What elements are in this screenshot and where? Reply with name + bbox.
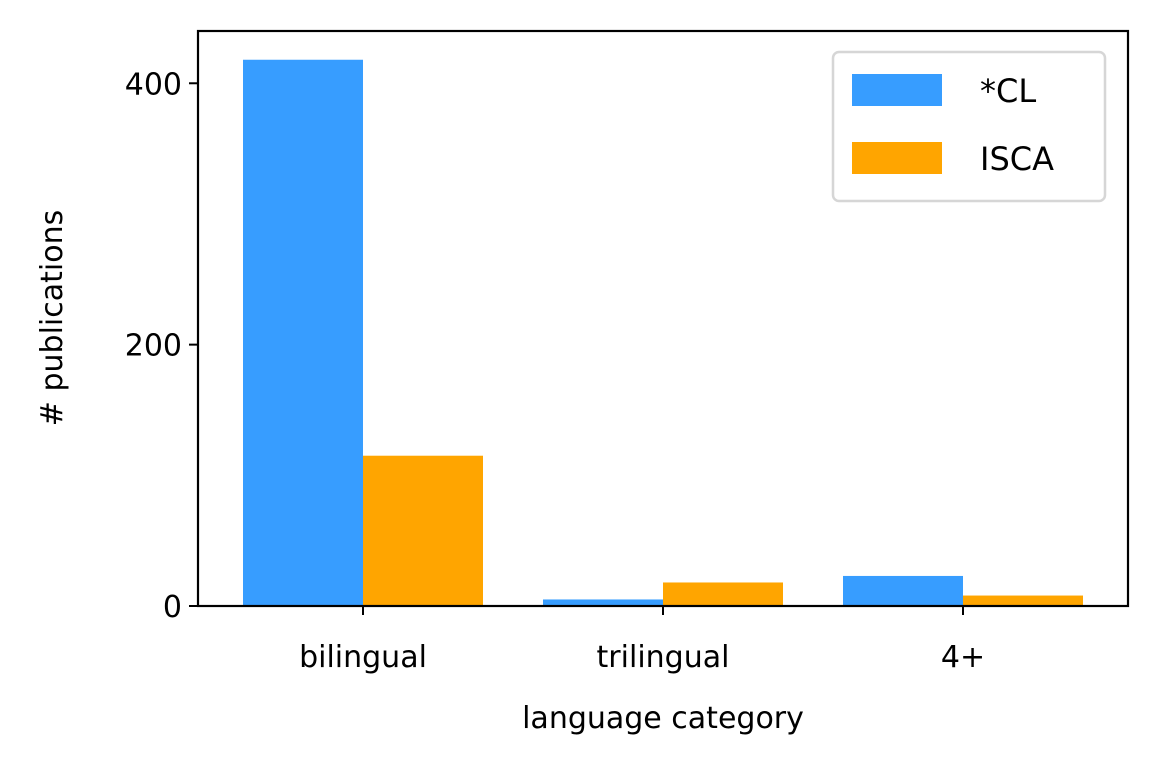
bar-cl-4 — [843, 575, 963, 606]
bar-cl-bilingual — [243, 59, 363, 606]
legend-label: ISCA — [980, 140, 1054, 178]
bar-cl-trilingual — [543, 599, 663, 606]
x-axis-ticks: bilingual trilingual 4+ — [299, 606, 985, 675]
legend-swatch — [852, 74, 942, 106]
x-tick-label: 4+ — [941, 640, 985, 675]
x-tick-label: bilingual — [299, 640, 427, 675]
plot-frame — [196, 29, 1130, 608]
legend-swatch — [852, 142, 942, 174]
bar-isca-bilingual — [363, 455, 483, 606]
bar-isca-trilingual — [663, 582, 783, 606]
x-axis-label: language category — [522, 701, 804, 736]
x-tick-label: trilingual — [597, 640, 730, 675]
bar-isca-4 — [963, 595, 1083, 606]
y-axis-ticks: 0 200 400 — [125, 67, 198, 625]
bars-group — [243, 59, 1083, 606]
y-tick-label: 200 — [125, 329, 182, 364]
y-axis-label: # publications — [35, 210, 70, 426]
y-tick-label: 0 — [163, 590, 182, 625]
y-tick-label: 400 — [125, 67, 182, 102]
legend: *CL ISCA — [831, 50, 1107, 203]
legend-items: *CL ISCA — [852, 72, 1054, 178]
legend-label: *CL — [980, 72, 1036, 110]
